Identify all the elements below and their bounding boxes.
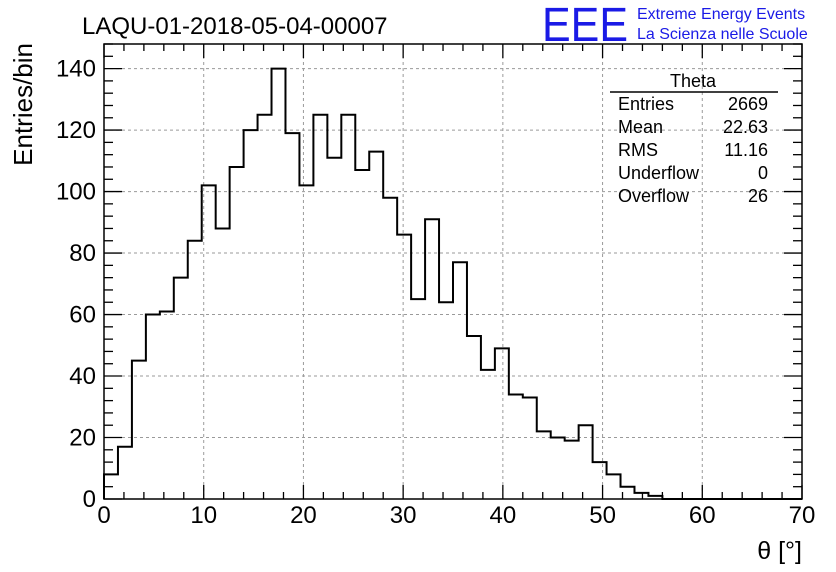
eee-logo-line2: La Scienza nelle Scuole <box>637 26 808 43</box>
plot-frame <box>103 43 803 500</box>
x-tick-label: 20 <box>290 502 317 529</box>
chart-title: LAQU-01-2018-05-04-00007 <box>82 13 388 40</box>
stats-row-label: Underflow <box>618 163 700 183</box>
stats-row-label: RMS <box>618 140 658 160</box>
x-tick-label: 0 <box>97 502 110 529</box>
y-axis-label: Entries/bin <box>8 43 38 166</box>
y-tick-label: 120 <box>56 117 96 144</box>
stats-row-value: 11.16 <box>724 140 768 160</box>
eee-logo: EEE Extreme Energy Events La Scienza nel… <box>542 0 808 52</box>
stats-row-value: 22.63 <box>723 117 768 137</box>
stats-box: Theta Entries 2669 Mean 22.63 RMS 11.16 Underf… <box>610 71 778 206</box>
grid-lines <box>104 44 802 499</box>
y-tick-label: 60 <box>69 302 96 329</box>
y-tick-label: 100 <box>56 179 96 206</box>
stats-row-label: Entries <box>618 94 674 114</box>
x-tick-label: 50 <box>589 502 616 529</box>
eee-logo-mark: EEE <box>542 0 628 52</box>
x-axis-label: θ [°] <box>757 537 802 565</box>
x-tick-label: 10 <box>190 502 217 529</box>
stats-box-rows: Entries 2669 Mean 22.63 RMS 11.16 Underflow 0 Ov… <box>618 94 768 206</box>
stats-row-value: 0 <box>758 163 768 183</box>
y-tick-label: 80 <box>69 240 96 267</box>
stats-row-label: Mean <box>618 117 663 137</box>
stats-box-title: Theta <box>670 71 717 91</box>
eee-logo-line1: Extreme Energy Events <box>637 6 805 23</box>
x-tick-labels: 0 10 20 30 40 50 60 70 <box>97 502 815 529</box>
stats-row-label: Overflow <box>618 186 690 206</box>
y-tick-label: 20 <box>69 425 96 452</box>
y-tick-label: 0 <box>83 486 96 513</box>
stats-row-value: 26 <box>748 186 768 206</box>
x-tick-label: 30 <box>390 502 417 529</box>
y-tick-labels: 0 20 40 60 80 100 120 140 <box>56 56 96 513</box>
y-tick-label: 140 <box>56 56 96 83</box>
x-tick-label: 40 <box>490 502 517 529</box>
x-tick-label: 60 <box>689 502 716 529</box>
axis-ticks <box>103 43 803 500</box>
stats-row-value: 2669 <box>728 94 768 114</box>
histogram-outline <box>103 67 802 500</box>
x-tick-label: 70 <box>789 502 816 529</box>
y-tick-label: 40 <box>69 363 96 390</box>
